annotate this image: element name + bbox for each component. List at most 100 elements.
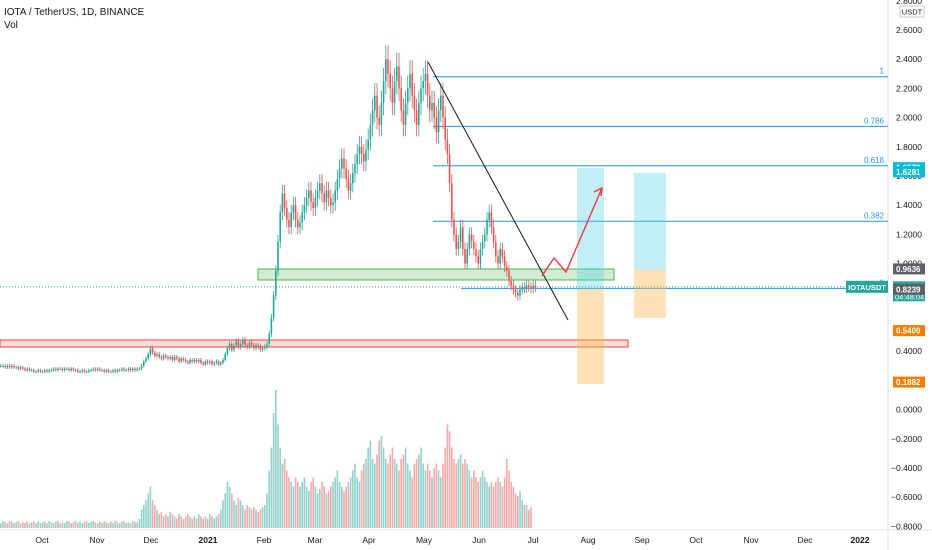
candle-body[interactable] (363, 154, 365, 162)
candle-body[interactable] (519, 289, 521, 296)
candle-body[interactable] (26, 368, 28, 371)
candle-body[interactable] (466, 249, 468, 264)
candle-body[interactable] (178, 358, 180, 362)
candle-body[interactable] (165, 355, 167, 358)
position-profit-zone-2[interactable] (634, 173, 666, 270)
candle-body[interactable] (442, 95, 444, 118)
candle-body[interactable] (195, 359, 198, 362)
candle-body[interactable] (347, 178, 350, 191)
candle-body[interactable] (206, 361, 209, 363)
candle-body[interactable] (114, 370, 116, 372)
candle-body[interactable] (360, 146, 363, 155)
candle-body[interactable] (224, 354, 226, 360)
candle-body[interactable] (59, 368, 61, 370)
position-profit-zone[interactable] (577, 168, 604, 289)
candle-body[interactable] (85, 371, 88, 373)
candle-body[interactable] (228, 343, 231, 349)
plot-area[interactable] (0, 0, 888, 530)
candle-body[interactable] (321, 183, 323, 194)
candle-body[interactable] (15, 367, 17, 369)
candle-body[interactable] (96, 368, 99, 371)
candle-body[interactable] (261, 348, 264, 350)
candle-body[interactable] (88, 370, 90, 372)
candle-body[interactable] (211, 361, 213, 365)
candle-body[interactable] (63, 368, 66, 371)
candle-body[interactable] (138, 368, 141, 370)
candle-body[interactable] (393, 81, 396, 103)
candle-body[interactable] (121, 368, 123, 371)
candle-body[interactable] (294, 205, 297, 220)
candle-body[interactable] (433, 103, 435, 118)
candle-body[interactable] (92, 368, 94, 371)
candle-body[interactable] (400, 88, 402, 111)
candle-body[interactable] (534, 285, 537, 287)
candle-body[interactable] (55, 368, 57, 371)
candle-body[interactable] (352, 173, 354, 184)
candle-body[interactable] (479, 249, 482, 264)
candle-body[interactable] (244, 339, 246, 346)
candle-body[interactable] (517, 292, 519, 296)
candle-body[interactable] (257, 345, 259, 347)
candle-body[interactable] (530, 286, 532, 289)
candle-body[interactable] (272, 295, 275, 318)
candle-body[interactable] (453, 219, 455, 235)
candle-body[interactable] (275, 270, 277, 296)
candle-body[interactable] (303, 205, 306, 213)
candle-body[interactable] (191, 359, 193, 362)
candle-body[interactable] (39, 370, 42, 372)
candle-body[interactable] (66, 368, 68, 370)
candle-body[interactable] (44, 370, 46, 372)
candle-body[interactable] (512, 285, 515, 290)
candle-body[interactable] (132, 368, 134, 371)
candle-body[interactable] (521, 286, 523, 290)
candle-body[interactable] (57, 368, 59, 371)
candle-body[interactable] (451, 183, 453, 220)
candle-body[interactable] (187, 361, 189, 363)
candle-body[interactable] (411, 73, 413, 96)
candle-body[interactable] (345, 168, 347, 179)
candle-body[interactable] (481, 241, 484, 249)
candle-body[interactable] (316, 190, 319, 198)
candle-body[interactable] (0, 365, 2, 367)
green-zone[interactable] (257, 268, 615, 281)
candle-body[interactable] (327, 190, 330, 198)
candle-body[interactable] (253, 345, 255, 349)
candle-body[interactable] (37, 370, 39, 372)
candle-body[interactable] (279, 212, 281, 242)
forecast-path[interactable] (541, 187, 603, 277)
candle-body[interactable] (158, 354, 160, 358)
candle-body[interactable] (22, 367, 24, 369)
candle-body[interactable] (343, 158, 345, 169)
candle-body[interactable] (277, 241, 279, 271)
candle-body[interactable] (41, 371, 44, 373)
candle-body[interactable] (235, 340, 237, 346)
candle-body[interactable] (182, 358, 185, 360)
candle-body[interactable] (435, 117, 438, 133)
candle-body[interactable] (358, 146, 361, 155)
candle-body[interactable] (215, 361, 218, 363)
candle-body[interactable] (330, 197, 332, 206)
candle-body[interactable] (35, 371, 37, 373)
candle-body[interactable] (367, 139, 369, 150)
candle-body[interactable] (455, 234, 457, 249)
candle-body[interactable] (356, 154, 358, 165)
candle-body[interactable] (226, 348, 229, 355)
candle-body[interactable] (382, 81, 385, 103)
candle-body[interactable] (391, 88, 394, 103)
candle-body[interactable] (19, 367, 22, 369)
candle-body[interactable] (349, 183, 352, 191)
candle-body[interactable] (497, 256, 499, 264)
candle-body[interactable] (143, 361, 145, 366)
candle-body[interactable] (184, 359, 187, 362)
candle-body[interactable] (429, 95, 431, 111)
candle-body[interactable] (369, 124, 372, 140)
candle-body[interactable] (248, 342, 251, 347)
candle-body[interactable] (378, 117, 380, 125)
candle-body[interactable] (28, 368, 31, 371)
candle-body[interactable] (514, 289, 517, 293)
candle-body[interactable] (418, 103, 420, 125)
candle-body[interactable] (492, 227, 495, 242)
candle-body[interactable] (314, 197, 317, 209)
candle-body[interactable] (83, 370, 86, 372)
candle-body[interactable] (470, 234, 473, 242)
